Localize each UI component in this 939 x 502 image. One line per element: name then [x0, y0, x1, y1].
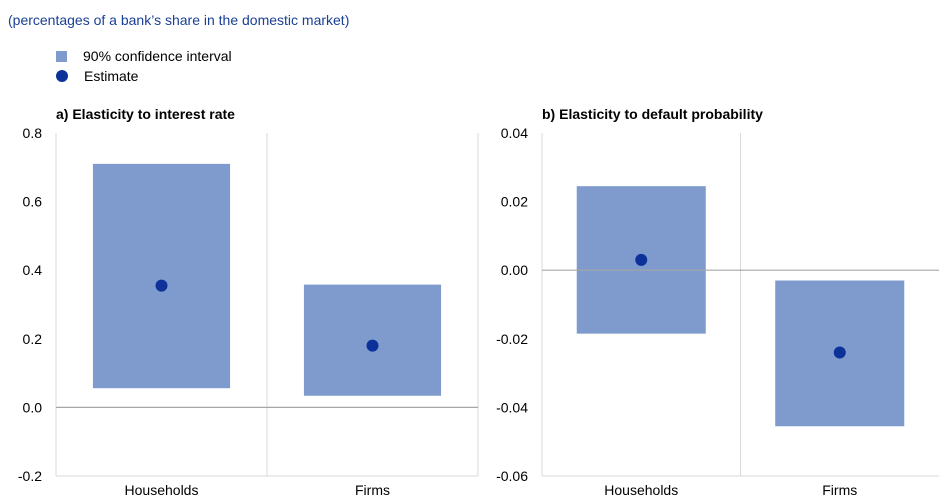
panel-default-probability: b) Elasticity to default probability 0.0…: [496, 106, 939, 498]
legend-item-estimate: Estimate: [56, 66, 232, 86]
estimate-point: [366, 339, 379, 352]
y-tick-label: 0.0: [23, 399, 43, 415]
y-tick-label: -0.04: [496, 399, 528, 415]
y-tick-label: -0.06: [496, 468, 528, 484]
x-tick-label: Firms: [822, 482, 857, 498]
x-tick-label: Households: [125, 482, 199, 498]
legend-label-estimate: Estimate: [84, 68, 139, 84]
legend-swatch-estimate: [56, 70, 68, 82]
y-tick-label: 0.04: [501, 125, 528, 141]
y-tick-label: -0.2: [18, 468, 42, 484]
chart-subtitle: (percentages of a bank’s share in the do…: [8, 12, 350, 28]
x-tick-label: Firms: [355, 482, 390, 498]
panel-title-default-probability: b) Elasticity to default probability: [542, 106, 763, 122]
legend-label-interval: 90% confidence interval: [83, 48, 232, 64]
panel-interest-rate: a) Elasticity to interest rate 0.8 0.6 0.4…: [18, 106, 479, 498]
y-tick-label: 0.8: [23, 125, 43, 141]
panel-title-interest-rate: a) Elasticity to interest rate: [56, 106, 235, 122]
legend-item-interval: 90% confidence interval: [56, 46, 232, 66]
legend-swatch-interval: [56, 50, 67, 62]
legend: 90% confidence interval Estimate: [56, 46, 232, 86]
y-tick-label: 0.2: [23, 331, 43, 347]
confidence-interval-bar: [92, 163, 231, 389]
estimate-point: [155, 279, 168, 292]
y-tick-label: 0.02: [501, 194, 528, 210]
estimate-point: [635, 253, 648, 266]
y-tick-label: -0.02: [496, 331, 528, 347]
y-tick-label: 0.4: [23, 262, 43, 278]
y-tick-label: 0.00: [501, 262, 528, 278]
y-tick-label: 0.6: [23, 194, 43, 210]
estimate-point: [833, 346, 846, 359]
x-tick-label: Households: [604, 482, 678, 498]
